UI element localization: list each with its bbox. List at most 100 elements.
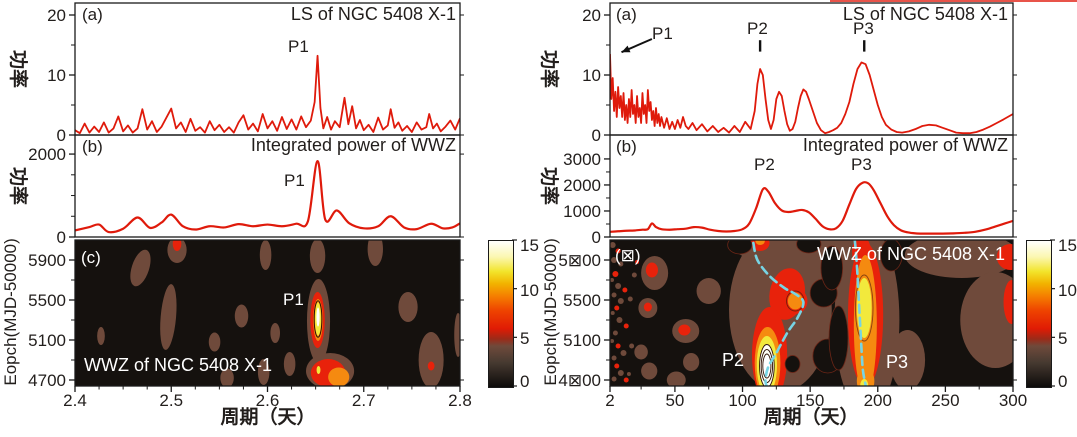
left-panel-c-annotation: WWZ of NGC 5408 X-1: [84, 355, 273, 375]
contour-blob: [257, 359, 270, 385]
contour-speckle: [627, 296, 633, 302]
contour-speckle: [615, 248, 621, 254]
x-tick-label: 150: [795, 391, 825, 410]
ls-left-group: [75, 54, 460, 135]
right-panel-c-peak-p3-label: P3: [886, 352, 909, 372]
x-tick-label: 2.7: [351, 391, 376, 410]
contour-blob: [234, 304, 249, 328]
contour-ring: [855, 274, 874, 342]
right-panel-b-peak-p2-label: P2: [754, 155, 775, 174]
contour-blob: [220, 368, 234, 386]
int-right-curve: [610, 181, 1013, 235]
x-tick-label: 200: [863, 391, 892, 410]
right-panel-b-peak-p3-label: P3: [851, 155, 872, 174]
contour-blob: [309, 240, 326, 273]
contour-blob: [996, 244, 1013, 270]
contour-hole: [820, 245, 844, 291]
colorbar-tick-label: 15: [1058, 236, 1077, 255]
contour-speckle: [631, 272, 637, 278]
y-tick-label: 3000: [563, 149, 601, 169]
right-panel-a-peak-p3-label: P3: [853, 19, 874, 38]
contour-ring: [313, 300, 323, 338]
contour-blob: [643, 302, 652, 312]
right-panel-a-peak-p2-label: P2: [747, 19, 768, 38]
colorbar-tick-label: 5: [520, 329, 530, 349]
contour-blob: [270, 323, 281, 343]
contour-blob: [398, 292, 418, 322]
contour-blob: [904, 240, 1013, 278]
left-panel-b-ylabel: 功率: [6, 166, 28, 205]
top-edge-artifact-line: [830, 0, 1077, 2]
ridge-dash-line: [752, 241, 805, 386]
contour-blob: [454, 313, 460, 357]
right-panel-c-title: WWZ of NGC 5408 X-1: [816, 244, 1005, 264]
contour-speckle: [610, 242, 616, 248]
contour-speckle: [618, 261, 624, 267]
ls-right-curve: [610, 53, 1013, 135]
contour-blob: [208, 332, 221, 352]
y-tick-label: 0: [56, 126, 66, 145]
contour-blob: [1003, 280, 1013, 324]
right-panel-c-peak-p2-label: P2: [722, 350, 745, 370]
contour-blob: [683, 353, 700, 371]
contour-ring: [762, 353, 772, 379]
contour-blob: [167, 240, 187, 263]
x-tick-label: 2.8: [448, 391, 472, 410]
contour-speckle: [612, 271, 619, 277]
contour-blob: [645, 262, 659, 278]
contour-speckle: [612, 330, 618, 336]
contour-speckle: [617, 298, 624, 304]
contour-blob: [678, 324, 691, 336]
contour-blob: [634, 344, 648, 360]
y-tick-label: 5500: [28, 291, 66, 310]
x-tick-label: 250: [931, 391, 960, 410]
colorbar-tick-label: 0: [520, 372, 530, 391]
x-tick-label: 2.4: [63, 391, 87, 410]
left-xaxis-label: 周期（天）: [220, 407, 316, 428]
int-left-curve: [75, 160, 460, 234]
colorbar-left: [488, 240, 514, 388]
contour-blob: [283, 352, 296, 376]
contour-blob: [960, 272, 1013, 368]
contour-speckle: [623, 377, 629, 383]
contour-blob: [130, 249, 151, 287]
contour-speckle: [611, 257, 618, 263]
contour-speckle: [610, 311, 615, 315]
x-tick-label: 2.5: [159, 391, 184, 410]
int-left-frame: [74, 134, 461, 238]
contour-hole: [784, 355, 801, 373]
contour-hole: [796, 240, 822, 254]
wwz-right-frame: [609, 239, 1014, 387]
wwz-left-group: [75, 240, 460, 386]
left-panel-b-title: Integrated power of WWZ: [250, 135, 456, 155]
colorbar-tick-label: 10: [1058, 280, 1077, 300]
y-tick-label: 10: [47, 66, 66, 85]
right-panel-a-peak-p1-label: P1: [652, 24, 673, 43]
y-tick-label: 4700: [28, 371, 66, 390]
contour-blob: [316, 307, 320, 327]
contour-blob: [755, 240, 765, 245]
left-panel-b-label: (b): [82, 137, 103, 156]
left-panel-a-title: LS of NGC 5408 X-1: [290, 4, 456, 24]
contour-speckle: [611, 355, 617, 361]
colorbar-tick-label: 0: [1058, 372, 1068, 391]
y-tick-label: 20: [47, 6, 66, 25]
contour-speckle: [635, 260, 640, 264]
y-tick-label: 5100: [563, 331, 601, 350]
y-tick-label: 5900: [28, 251, 66, 270]
x-tick-label: 100: [728, 391, 757, 410]
y-tick-label: 0: [591, 126, 601, 145]
p1-arrowhead: [621, 45, 631, 53]
y-tick-label: 1000: [563, 201, 601, 221]
contour-speckle: [611, 376, 617, 382]
contour-blob: [97, 327, 105, 345]
contour-speckle: [623, 323, 629, 329]
right-panel-b-title: Integrated power of WWZ: [802, 135, 1008, 155]
contour-speckle: [617, 370, 624, 376]
x-tick-label: 2: [605, 391, 615, 410]
x-tick-label: 50: [665, 391, 685, 410]
contour-blob: [763, 355, 771, 377]
y-tick-label: 4⊠00: [558, 371, 601, 390]
